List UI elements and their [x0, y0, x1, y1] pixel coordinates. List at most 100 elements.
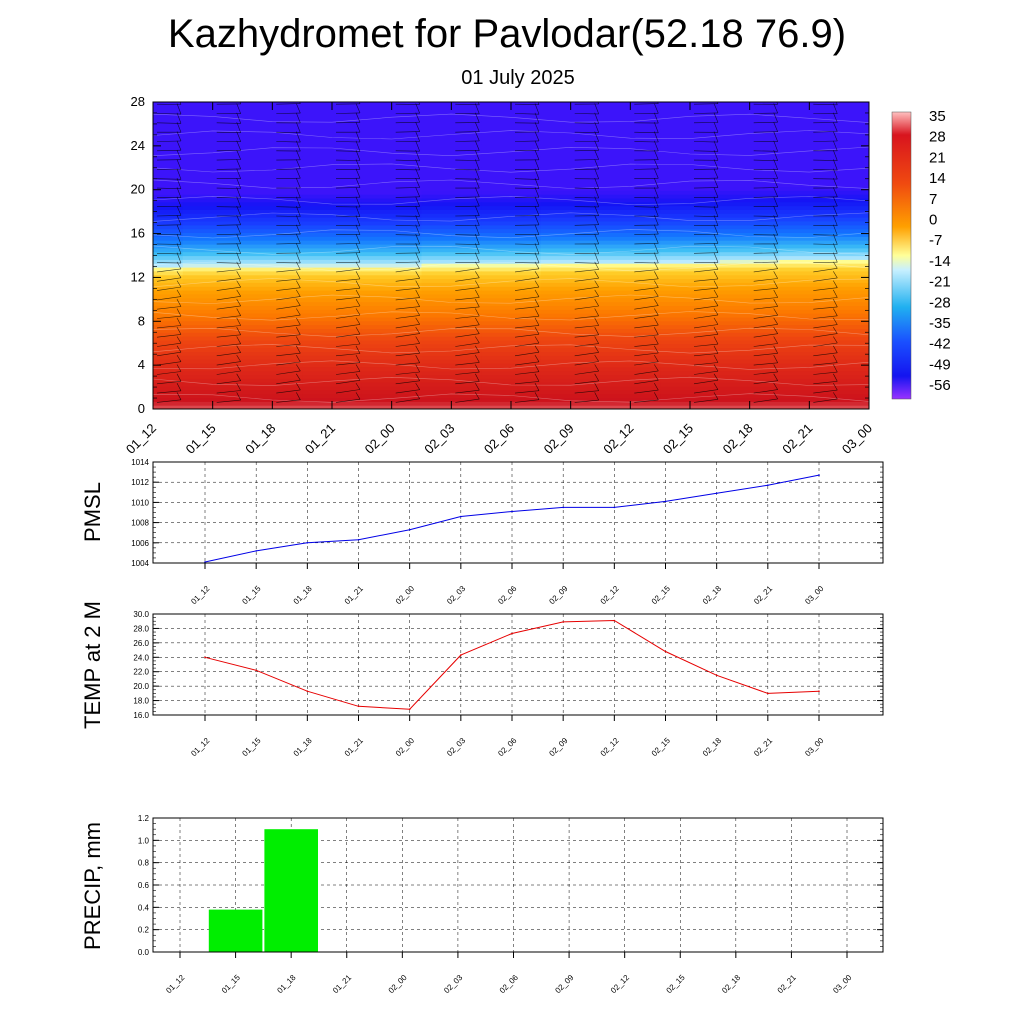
temperature-band	[779, 228, 840, 233]
temperature-band	[182, 293, 244, 299]
temperature-band	[481, 290, 542, 295]
colorbar-label: 28	[929, 129, 946, 146]
temperature-band	[660, 378, 721, 383]
y-tick-label: 1.2	[138, 814, 150, 823]
temperature-band	[182, 163, 244, 168]
temperature-band	[600, 343, 661, 349]
temperature-band	[719, 366, 781, 372]
temperature-band	[153, 244, 184, 249]
temperature-band	[600, 282, 661, 287]
temperature-band	[660, 128, 721, 134]
wind-barb	[634, 243, 659, 245]
wind-barb-flag	[534, 317, 540, 326]
wind-barb	[455, 277, 480, 282]
temperature-band	[361, 351, 423, 356]
wind-barb-flag	[773, 354, 778, 363]
temperature-band	[540, 351, 602, 356]
temperature-band	[660, 113, 721, 118]
temperature-band	[361, 339, 423, 345]
wind-barb	[574, 390, 599, 394]
temperature-band	[421, 136, 482, 141]
wind-barb	[216, 390, 241, 394]
temperature-band	[719, 213, 781, 218]
temperature-band	[600, 366, 661, 372]
temperature-band	[600, 244, 661, 249]
temperature-band	[153, 347, 184, 352]
wind-barb-flag	[594, 280, 599, 288]
temperature-band	[660, 397, 721, 402]
temperature-band	[540, 159, 602, 164]
wind-barb	[335, 333, 361, 338]
temperature-band	[660, 362, 721, 368]
temperature-band	[361, 270, 423, 276]
temperature-band	[839, 182, 869, 187]
temperature-band	[302, 355, 363, 360]
temperature-band	[540, 393, 602, 398]
temperature-band	[779, 209, 840, 214]
wind-barb	[753, 324, 778, 329]
wind-barb-flag	[773, 196, 778, 207]
temperature-band	[540, 293, 602, 299]
wind-barb-flag	[654, 271, 659, 279]
temperature-band	[361, 362, 423, 368]
temperature-band	[719, 151, 781, 157]
temperature-band	[361, 332, 423, 337]
temperature-band	[839, 240, 869, 245]
wind-barb	[276, 379, 301, 385]
temperature-band	[182, 328, 244, 333]
wind-barb	[813, 103, 838, 106]
temperature-band	[302, 201, 363, 207]
wind-barb	[634, 389, 659, 394]
temperature-band	[600, 328, 661, 333]
wind-barb	[574, 262, 599, 264]
temperature-band	[660, 182, 721, 187]
temp-panel: TEMP at 2 M 16.018.020.022.024.026.028.0…	[80, 601, 884, 758]
temperature-band	[153, 309, 184, 314]
wind-barb-flag	[296, 364, 301, 372]
wind-barb	[455, 243, 480, 245]
data-point	[255, 550, 257, 552]
wind-barb	[335, 177, 361, 179]
temperature-band	[242, 328, 303, 333]
temperature-band	[779, 197, 840, 203]
wind-barb	[693, 215, 719, 217]
wind-barb-flag	[594, 382, 599, 391]
wind-barb-flag	[833, 382, 838, 391]
temperature-band	[421, 178, 482, 184]
temperature-band	[182, 370, 244, 375]
wind-barb-flag	[654, 149, 659, 160]
temperature-band	[600, 324, 661, 329]
wind-barb-flag	[713, 308, 719, 316]
temperature-band	[719, 316, 781, 322]
wind-barb	[395, 121, 420, 124]
wind-barb	[514, 215, 540, 217]
temperature-band	[660, 382, 721, 387]
wind-barb-flag	[654, 112, 659, 124]
wind-barb-flag	[236, 224, 241, 235]
temperature-band	[839, 117, 869, 122]
wind-barb-flag	[654, 392, 659, 401]
wind-barb	[634, 324, 659, 329]
temperature-band	[421, 174, 482, 180]
temperature-band	[719, 117, 781, 122]
temperature-band	[540, 328, 602, 333]
temperature-band	[660, 282, 721, 287]
temperature-band	[779, 244, 840, 249]
temperature-band	[540, 163, 602, 168]
wind-barb-flag	[176, 280, 182, 288]
temperature-band	[361, 182, 423, 187]
wind-barb	[276, 324, 301, 329]
temperature-band	[660, 355, 721, 360]
wind-barb	[634, 399, 659, 403]
temperature-band	[719, 232, 781, 237]
temperature-band	[540, 228, 602, 233]
wind-barb	[276, 177, 301, 179]
wind-barb	[455, 324, 480, 329]
wind-barb-flag	[475, 177, 480, 189]
temperature-band	[361, 240, 423, 245]
temperature-band	[540, 209, 602, 214]
wind-barb-flag	[296, 299, 301, 306]
temperature-band	[839, 140, 869, 145]
